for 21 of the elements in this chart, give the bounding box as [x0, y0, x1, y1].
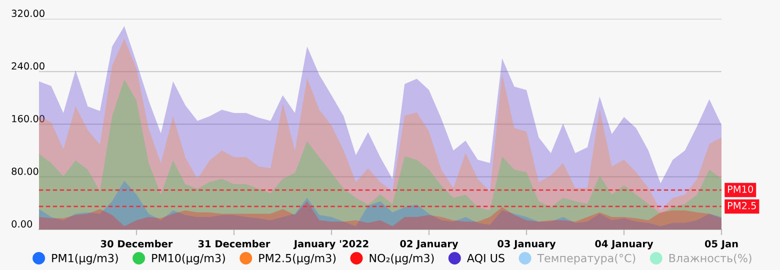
x-tick-label: January '2022 — [293, 240, 368, 250]
legend-label: PM1(μg/m3) — [52, 254, 118, 264]
legend-label: PM2.5(μg/m3) — [259, 254, 336, 264]
x-tick-label: 03 January — [498, 240, 556, 250]
x-tick-label: 05 Jan — [704, 240, 738, 250]
x-tick-label: 31 December — [198, 240, 270, 248]
legend-label: PM10(μg/m3) — [152, 254, 225, 264]
ref-line-label: PM10 — [728, 185, 754, 193]
legend-label: Температура(°C) — [537, 254, 636, 264]
ref-line-label: PM2.5 — [728, 202, 756, 210]
legend-label: AQI US — [466, 254, 504, 264]
y-tick-label: 320.00 — [12, 10, 44, 18]
x-tick-label: 30 December — [100, 240, 173, 248]
y-tick-label: 0.00 — [12, 220, 32, 228]
y-tick-label: 240.00 — [12, 62, 44, 70]
y-tick-label: 80.00 — [12, 168, 38, 175]
x-tick-label: 04 January — [595, 240, 654, 250]
y-tick-label: 160.00 — [12, 114, 44, 122]
legend-label: NO₂(μg/m3) — [370, 254, 434, 264]
x-tick-label: 02 January — [400, 240, 458, 250]
legend-label: Влажность(%) — [669, 254, 752, 264]
